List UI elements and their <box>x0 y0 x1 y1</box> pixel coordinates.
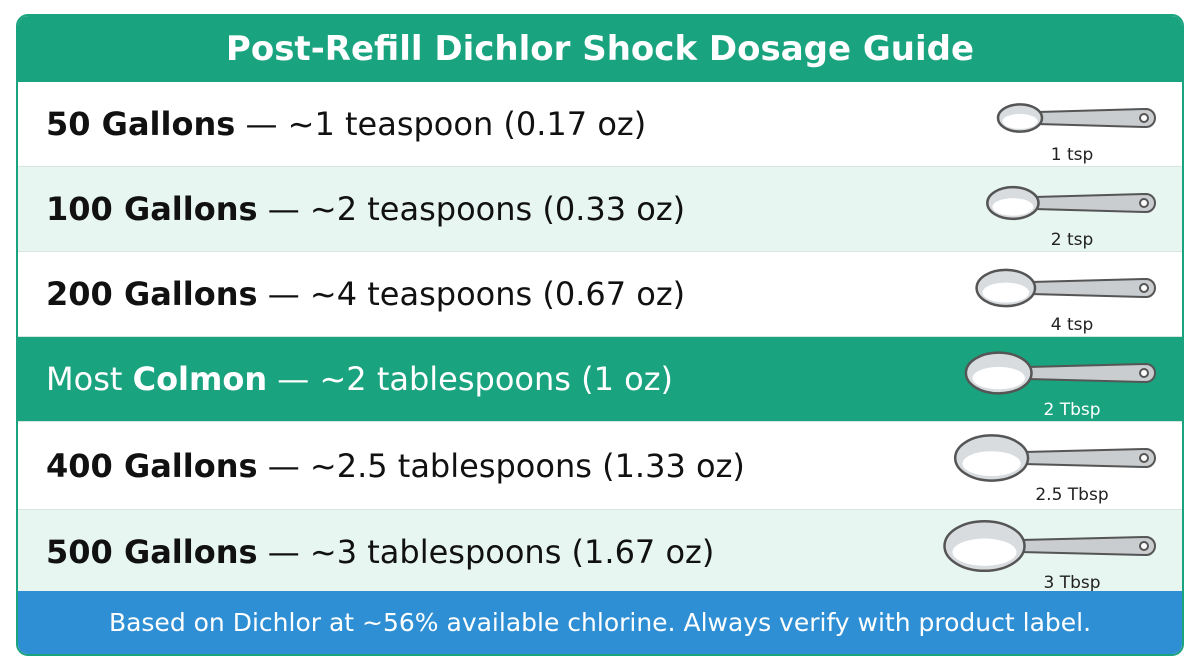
spoon-icon: 2.5 Tbsp <box>953 434 1156 505</box>
title: Post-Refill Dichlor Shock Dosage Guide <box>18 16 1182 82</box>
row: 500 Gallons — ~3 tablespoons (1.67 oz) 3 … <box>18 510 1182 595</box>
spoon-handle <box>1037 107 1156 129</box>
spoon-handle <box>1023 447 1156 469</box>
spoon-icon: 2 tsp <box>986 185 1156 250</box>
spoon-hole <box>1139 198 1149 208</box>
row-text: — ~2.5 tablespoons (1.33 oz) <box>257 446 745 485</box>
spoon-powder <box>982 282 1030 303</box>
spoon-icon: 1 tsp <box>996 103 1156 165</box>
row-text: 400 Gallons <box>46 446 258 485</box>
row-text: — ~1 teaspoon (0.17 oz) <box>235 105 647 143</box>
row: 50 Gallons — ~1 teaspoon (0.17 oz) 1 tsp <box>18 82 1182 167</box>
row: Most Colmon — ~2 tablespoons (1 oz) 2 Tbs… <box>18 337 1182 422</box>
row-text: — ~3 tablespoons (1.67 oz) <box>257 533 715 571</box>
row-text: Most <box>46 360 133 398</box>
row-text: 200 Gallons <box>46 275 258 313</box>
row-text: Colmon <box>132 360 268 398</box>
footer: Based on Dichlor at ~56% available chlor… <box>18 591 1182 654</box>
row-text: 50 Gallons <box>46 105 236 143</box>
spoon-hole <box>1139 283 1149 293</box>
spoon-handle <box>1033 192 1156 214</box>
spoon-label: 3 Tbsp <box>1043 573 1100 593</box>
row-text: 500 Gallons <box>46 533 258 571</box>
spoon-hole <box>1139 113 1149 123</box>
spoon-label: 2.5 Tbsp <box>1035 485 1108 505</box>
spoon-icon: 3 Tbsp <box>943 519 1156 593</box>
spoon-hole <box>1139 453 1149 463</box>
spoon-handle <box>1019 535 1156 557</box>
spoon-powder <box>992 198 1034 216</box>
row: 400 Gallons — ~2.5 tablespoons (1.33 oz)… <box>18 422 1182 510</box>
rows: 50 Gallons — ~1 teaspoon (0.17 oz) 1 tsp 1… <box>18 82 1182 595</box>
spoon-label: 2 Tbsp <box>1043 400 1100 420</box>
spoon-handle <box>1026 362 1156 384</box>
spoon-label: 4 tsp <box>1051 315 1094 335</box>
spoon-powder <box>1002 113 1038 129</box>
spoon-powder <box>952 538 1017 566</box>
spoon-hole <box>1139 368 1149 378</box>
row-text: — ~2 teaspoons (0.33 oz) <box>257 190 686 228</box>
spoon-label: 1 tsp <box>1051 145 1094 165</box>
spoon-icon: 2 Tbsp <box>964 351 1156 420</box>
spoon-handle <box>1030 277 1156 299</box>
guide-card: Post-Refill Dichlor Shock Dosage Guide 5… <box>16 14 1184 656</box>
spoon-label: 2 tsp <box>1051 230 1094 250</box>
row-text: — ~2 tablespoons (1 oz) <box>267 360 673 398</box>
row-text: 100 Gallons <box>46 190 258 228</box>
row: 100 Gallons — ~2 teaspoons (0.33 oz) 2 ts… <box>18 167 1182 252</box>
spoon-icon: 4 tsp <box>975 268 1156 335</box>
spoon-powder <box>972 366 1025 390</box>
row-text: — ~4 teaspoons (0.67 oz) <box>257 275 686 313</box>
spoon-powder <box>962 451 1021 477</box>
row: 200 Gallons — ~4 teaspoons (0.67 oz) 4 ts… <box>18 252 1182 337</box>
spoon-hole <box>1139 541 1149 551</box>
